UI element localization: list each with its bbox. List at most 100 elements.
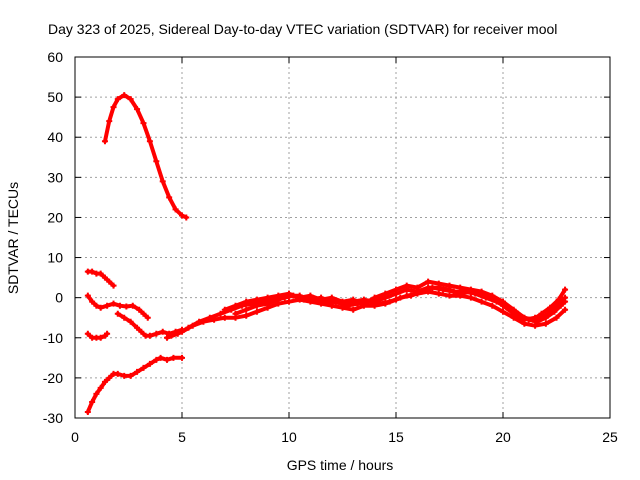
data-point <box>166 194 173 201</box>
data-point <box>101 138 108 145</box>
data-point <box>84 408 91 415</box>
data-point <box>542 320 549 327</box>
data-point <box>393 290 399 297</box>
data-point <box>189 322 196 329</box>
data-point <box>553 314 560 321</box>
data-point <box>97 304 104 311</box>
data-point <box>104 302 111 309</box>
data-point <box>393 296 399 303</box>
x-tick-label: 10 <box>281 429 297 445</box>
data-point <box>382 294 389 301</box>
data-point <box>264 294 271 301</box>
data-point <box>253 308 260 315</box>
data-point <box>403 292 410 299</box>
data-point <box>116 302 123 309</box>
data-point <box>243 312 250 319</box>
data-point <box>553 302 560 309</box>
data-point <box>101 378 108 385</box>
data-point <box>489 294 496 301</box>
data-point <box>446 286 453 293</box>
data-point <box>183 214 190 221</box>
data-point <box>532 322 539 329</box>
data-point <box>159 328 166 335</box>
data-point <box>114 370 121 377</box>
series-track-8 <box>168 288 569 339</box>
data-point <box>478 298 485 305</box>
y-tick-label: 20 <box>47 209 63 225</box>
data-point <box>243 306 250 313</box>
x-tick-label: 0 <box>71 429 79 445</box>
data-point <box>179 354 185 361</box>
data-point <box>467 294 474 301</box>
data-point <box>84 330 91 337</box>
data-point <box>253 302 260 309</box>
data-point <box>134 106 141 113</box>
data-point <box>89 398 96 405</box>
data-point <box>562 306 569 313</box>
data-point <box>318 294 325 301</box>
data-point <box>328 298 335 305</box>
data-point <box>106 374 113 381</box>
x-tick-label: 15 <box>388 429 404 445</box>
data-point <box>478 290 485 297</box>
data-point <box>89 298 96 305</box>
data-point <box>371 298 378 305</box>
data-point <box>425 284 432 291</box>
data-point <box>253 296 260 303</box>
data-point <box>157 354 164 361</box>
data-point <box>97 384 104 391</box>
data-point <box>140 364 147 371</box>
data-point <box>179 212 185 219</box>
series-track-6 <box>84 354 185 415</box>
data-point <box>457 290 464 297</box>
data-point <box>104 330 111 337</box>
data-point <box>217 310 224 317</box>
data-point <box>360 296 367 303</box>
data-point <box>114 310 121 317</box>
data-point <box>489 302 496 309</box>
y-tick-label: 60 <box>47 49 63 65</box>
data-point <box>164 356 171 363</box>
data-point <box>121 92 128 99</box>
data-point <box>153 158 160 165</box>
data-point <box>168 332 175 339</box>
series-line <box>103 93 189 220</box>
y-tick-label: 30 <box>47 169 63 185</box>
data-point <box>382 300 389 307</box>
y-axis-ticks: -30 -20 -10 0 10 20 30 40 50 60 <box>43 49 610 426</box>
data-point <box>457 284 464 291</box>
data-point <box>286 298 292 305</box>
data-point <box>435 284 442 291</box>
data-point <box>138 328 145 335</box>
data-point <box>562 294 569 301</box>
data-point <box>146 332 153 339</box>
data-point <box>146 360 153 367</box>
grid <box>75 57 610 418</box>
x-tick-label: 25 <box>602 429 618 445</box>
data-point <box>435 290 442 297</box>
data-point <box>153 356 160 363</box>
data-point <box>339 300 346 307</box>
data-point <box>93 302 100 309</box>
data-point <box>127 318 134 325</box>
data-point <box>123 303 130 310</box>
data-point <box>127 96 134 103</box>
data-point <box>211 316 218 323</box>
data-point <box>164 334 171 341</box>
data-point <box>500 308 506 315</box>
data-point <box>97 334 104 341</box>
data-point <box>121 314 128 321</box>
x-axis-title: GPS time / hours <box>287 457 394 473</box>
x-axis-ticks: 0 5 10 15 20 25 <box>71 57 618 445</box>
data-point <box>172 206 179 213</box>
y-tick-label: 50 <box>47 89 63 105</box>
data-point <box>101 274 108 281</box>
data-point <box>200 318 207 325</box>
data-point <box>121 372 128 379</box>
data-point <box>110 104 117 111</box>
y-tick-label: 0 <box>55 290 63 306</box>
data-point <box>110 282 117 289</box>
data-point <box>84 292 91 299</box>
x-tick-label: 20 <box>495 429 511 445</box>
data-point <box>467 288 474 295</box>
